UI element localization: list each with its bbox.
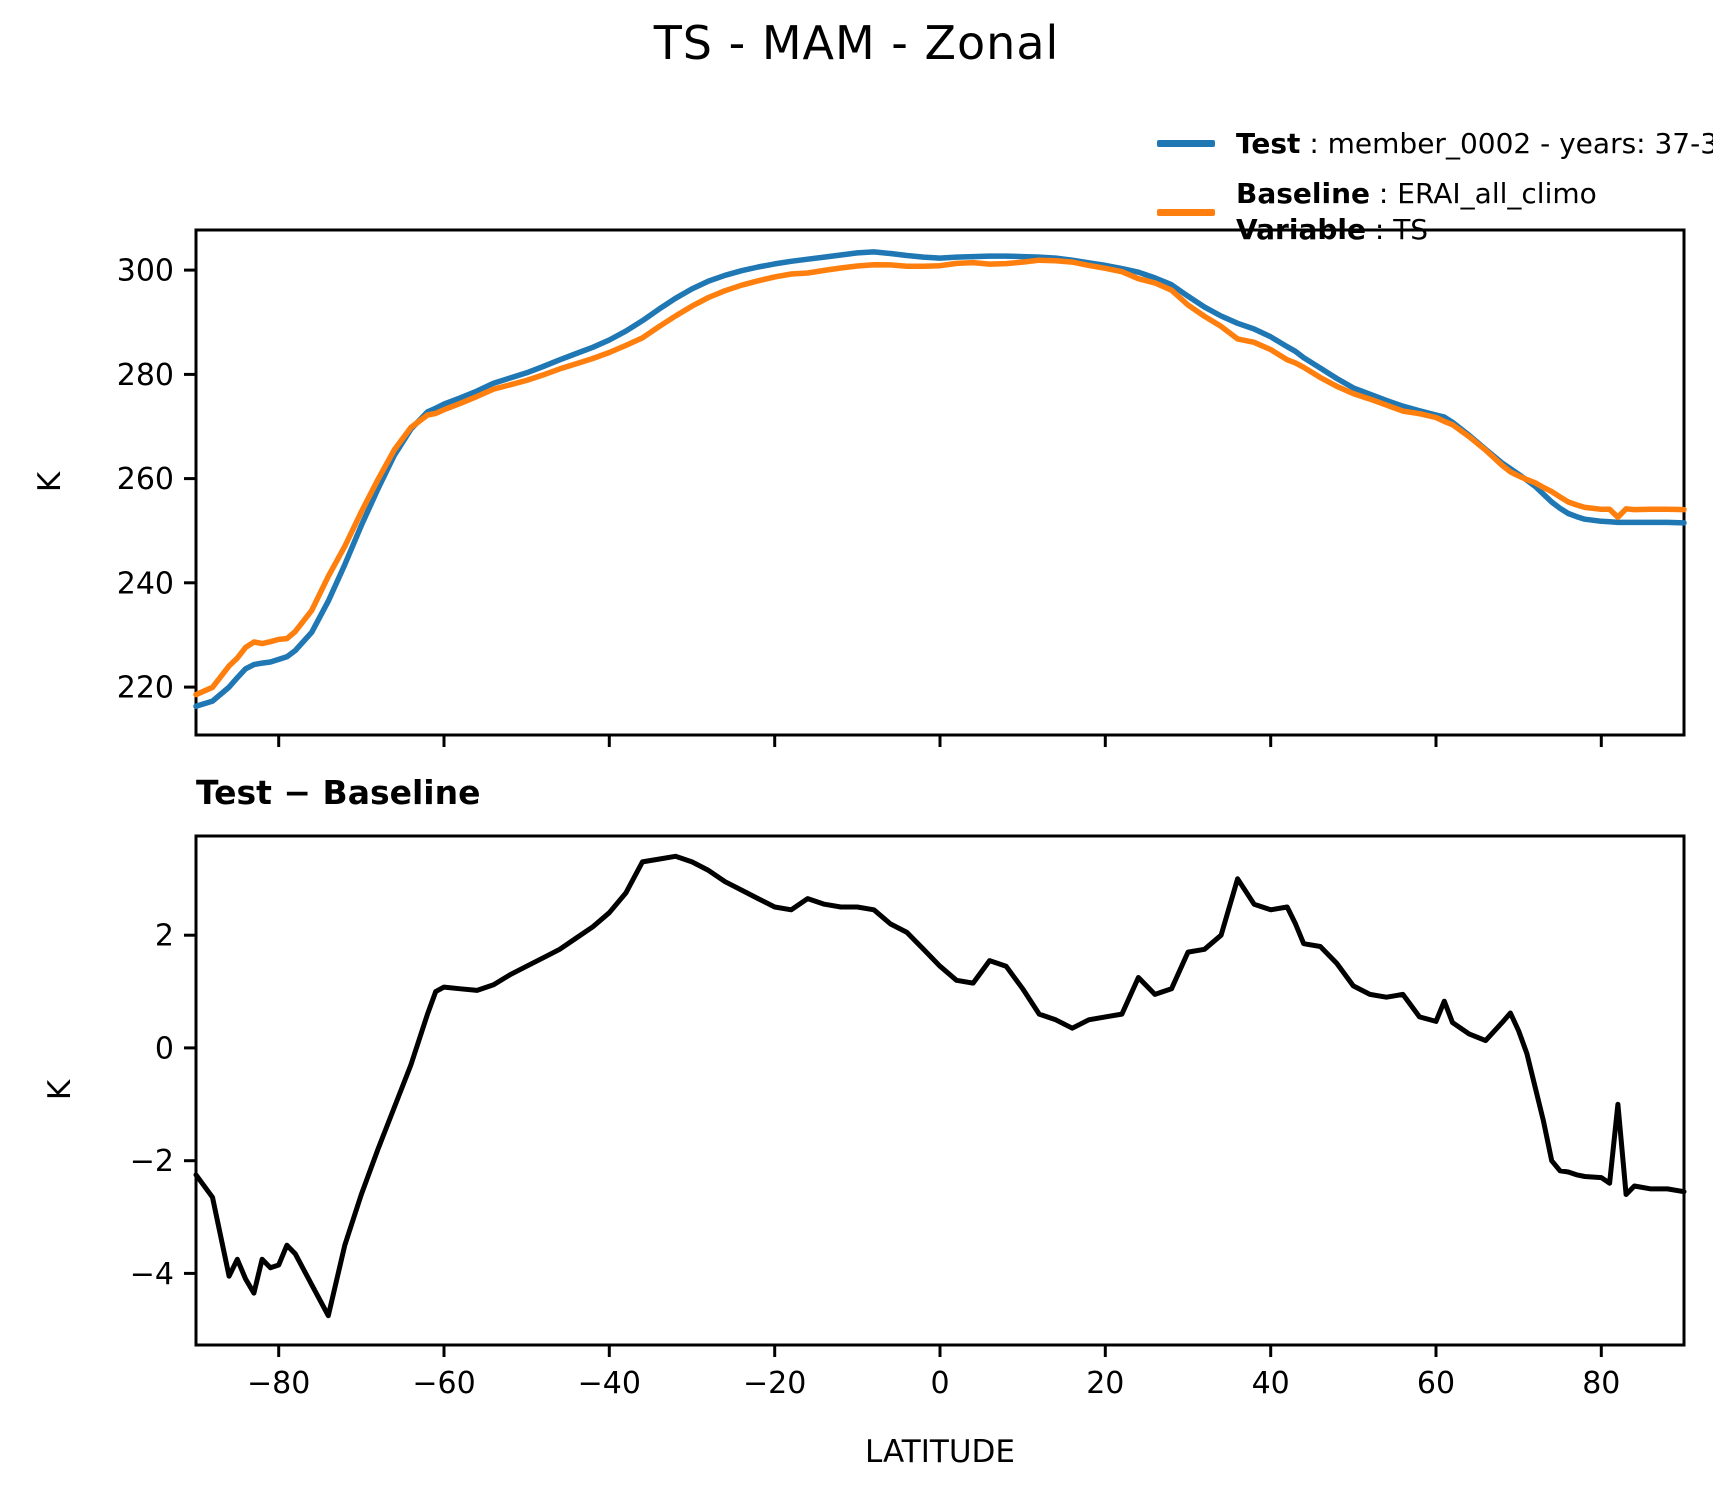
- test-line-swatch: [1157, 140, 1215, 147]
- y-tick-label: 260: [117, 462, 174, 497]
- legend: Test : member_0002 - years: 37-37 Baseli…: [1157, 126, 1713, 262]
- y-tick-label: 240: [117, 566, 174, 601]
- y-tick-label: −4: [130, 1257, 174, 1292]
- y-tick-label: −2: [130, 1144, 174, 1179]
- y-tick-label: 280: [117, 358, 174, 393]
- x-axis-label: LATITUDE: [865, 1434, 1015, 1470]
- legend-entry-baseline: Baseline : ERAI_all_climo Variable : TS: [1157, 176, 1713, 248]
- y-tick-label: 0: [155, 1031, 174, 1066]
- y-tick-label: 220: [117, 671, 174, 706]
- test-baseline-line: [193, 853, 1687, 1319]
- legend-variable-label: Variable: [1236, 213, 1366, 246]
- bottom-y-axis-label: K: [42, 1079, 78, 1101]
- x-tick-label: 40: [1252, 1366, 1290, 1401]
- legend-test-text: Test : member_0002 - years: 37-37: [1236, 126, 1713, 162]
- legend-baseline-label: Baseline: [1236, 177, 1371, 210]
- page-title: TS - MAM - Zonal: [653, 16, 1060, 70]
- y-tick-label: 2: [155, 919, 174, 954]
- legend-entry-test: Test : member_0002 - years: 37-37: [1157, 126, 1713, 162]
- legend-baseline-text: Baseline : ERAI_all_climo Variable : TS: [1236, 176, 1597, 248]
- baseline-line-swatch: [1157, 208, 1215, 216]
- legend-test-label: Test: [1236, 127, 1301, 160]
- legend-baseline-line: Baseline : ERAI_all_climo: [1236, 176, 1597, 212]
- plot-border-panel1: [194, 228, 1686, 737]
- x-tick-label: 0: [930, 1366, 949, 1401]
- y-tick-label: 300: [117, 254, 174, 289]
- top-y-axis-label: K: [32, 471, 68, 493]
- x-tick-label: −60: [412, 1366, 475, 1401]
- x-tick-label: 20: [1086, 1366, 1124, 1401]
- diff-panel-title: Test − Baseline: [196, 773, 481, 812]
- x-tick-label: 60: [1417, 1366, 1455, 1401]
- legend-test-desc: : member_0002 - years: 37-37: [1300, 127, 1713, 160]
- test-line: [193, 249, 1687, 710]
- x-tick-label: −20: [743, 1366, 806, 1401]
- x-tick-label: −40: [578, 1366, 641, 1401]
- legend-variable-line: Variable : TS: [1236, 212, 1597, 248]
- x-tick-label: 80: [1582, 1366, 1620, 1401]
- legend-variable-desc: : TS: [1365, 213, 1429, 246]
- plot-border-panel2: [194, 834, 1686, 1347]
- baseline-line: [193, 257, 1687, 698]
- legend-baseline-desc: : ERAI_all_climo: [1370, 177, 1597, 210]
- x-tick-label: −80: [247, 1366, 310, 1401]
